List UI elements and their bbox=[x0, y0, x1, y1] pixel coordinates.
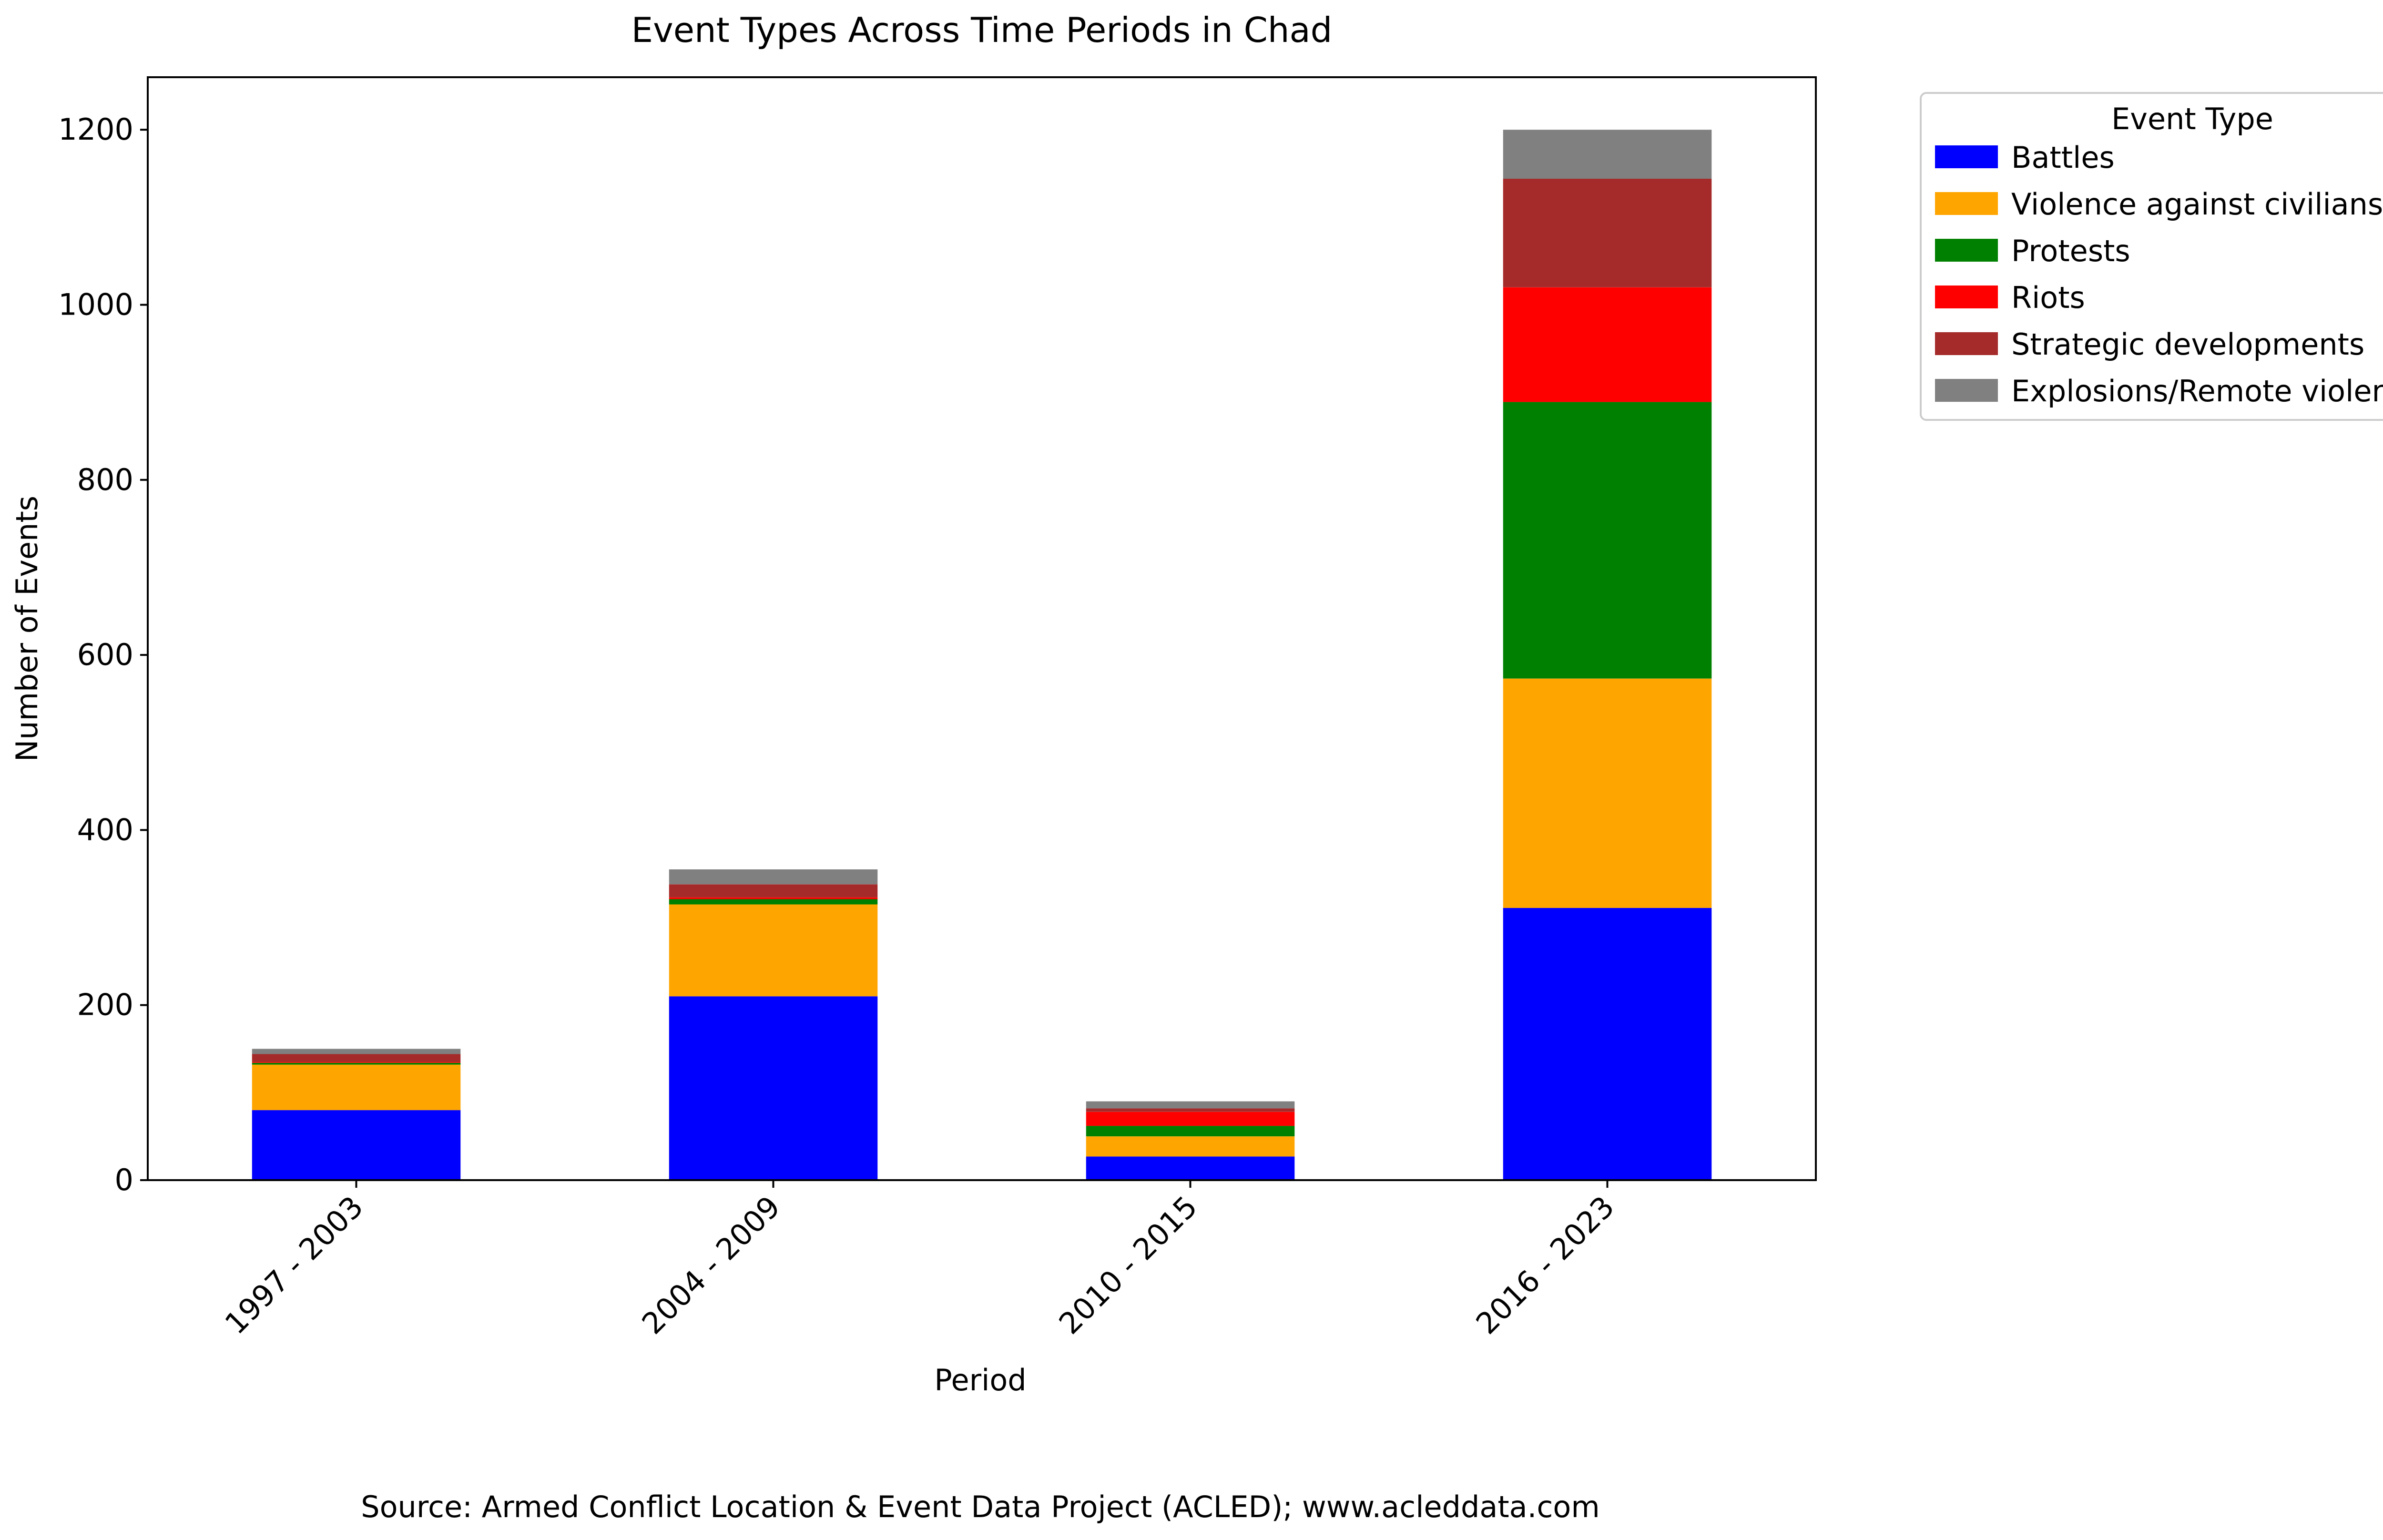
bar-segment-4-2 bbox=[1086, 1108, 1295, 1112]
y-tick-label-0: 0 bbox=[115, 1163, 133, 1197]
bar-segment-2-3 bbox=[1503, 402, 1712, 679]
y-tick-label-2: 400 bbox=[77, 812, 133, 847]
bar-segment-1-0 bbox=[252, 1064, 461, 1111]
legend-label-2: Protests bbox=[2011, 234, 2130, 268]
legend-swatch-2 bbox=[1935, 239, 1998, 262]
bar-segment-0-1 bbox=[669, 996, 878, 1180]
bar-segment-0-0 bbox=[252, 1110, 461, 1180]
y-tick-label-5: 1000 bbox=[58, 287, 133, 322]
bar-segment-5-2 bbox=[1086, 1101, 1295, 1109]
x-tick-label-0: 1997 - 2003 bbox=[218, 1189, 370, 1341]
chart-title: Event Types Across Time Periods in Chad bbox=[631, 10, 1333, 50]
bar-segment-5-0 bbox=[252, 1049, 461, 1054]
legend-title: Event Type bbox=[2111, 102, 2273, 136]
bar-segment-2-0 bbox=[252, 1062, 461, 1065]
y-axis: 0 200 400 600 800 1000 1200 bbox=[58, 112, 148, 1197]
legend-label-5: Explosions/Remote violence bbox=[2011, 374, 2383, 408]
bars-group bbox=[252, 130, 1712, 1180]
y-tick-label-4: 800 bbox=[77, 462, 133, 497]
x-axis-label: Period bbox=[934, 1363, 1026, 1397]
bar-segment-4-3 bbox=[1503, 179, 1712, 287]
y-tick-label-6: 1200 bbox=[58, 112, 133, 147]
bar-segment-4-1 bbox=[669, 884, 878, 897]
legend-label-3: Riots bbox=[2011, 280, 2085, 315]
bar-segment-4-0 bbox=[252, 1054, 461, 1062]
legend: Event Type Battles Violence against civili… bbox=[1920, 92, 2383, 421]
bar-segment-3-1 bbox=[669, 897, 878, 899]
plot-area-frame bbox=[147, 76, 1817, 1181]
y-axis-label: Number of Events bbox=[10, 496, 44, 762]
bar-segment-5-3 bbox=[1503, 130, 1712, 179]
bar-segment-3-3 bbox=[1503, 287, 1712, 402]
legend-swatch-3 bbox=[1935, 286, 1998, 308]
legend-swatch-0 bbox=[1935, 145, 1998, 168]
x-tick-label-1: 2004 - 2009 bbox=[635, 1189, 787, 1341]
legend-label-0: Battles bbox=[2011, 140, 2115, 175]
legend-label-4: Strategic developments bbox=[2011, 327, 2364, 362]
bar-segment-1-1 bbox=[669, 904, 878, 997]
x-tick-label-2: 2010 - 2015 bbox=[1052, 1189, 1204, 1341]
bar-segment-3-2 bbox=[1086, 1112, 1295, 1126]
bar-segment-1-3 bbox=[1503, 678, 1712, 908]
legend-frame bbox=[1920, 92, 2383, 421]
bar-segment-2-1 bbox=[669, 899, 878, 905]
source-note: Source: Armed Conflict Location & Event … bbox=[361, 1489, 1600, 1524]
legend-swatch-5 bbox=[1935, 379, 1998, 402]
bar-segment-0-2 bbox=[1086, 1156, 1295, 1180]
y-tick-label-1: 200 bbox=[77, 988, 133, 1022]
bar-segment-0-3 bbox=[1503, 908, 1712, 1180]
bar-segment-5-1 bbox=[669, 869, 878, 885]
legend-swatch-4 bbox=[1935, 332, 1998, 355]
bar-segment-3-0 bbox=[252, 1062, 461, 1063]
bar-segment-2-2 bbox=[1086, 1126, 1295, 1137]
y-tick-label-3: 600 bbox=[77, 637, 133, 672]
x-tick-label-3: 2016 - 2023 bbox=[1469, 1189, 1621, 1341]
x-axis: 1997 - 2003 2004 - 2009 2010 - 2015 2016 - … bbox=[218, 1180, 1621, 1341]
legend-label-1: Violence against civilians bbox=[2011, 187, 2383, 222]
legend-swatch-1 bbox=[1935, 192, 1998, 215]
bar-segment-1-2 bbox=[1086, 1136, 1295, 1157]
